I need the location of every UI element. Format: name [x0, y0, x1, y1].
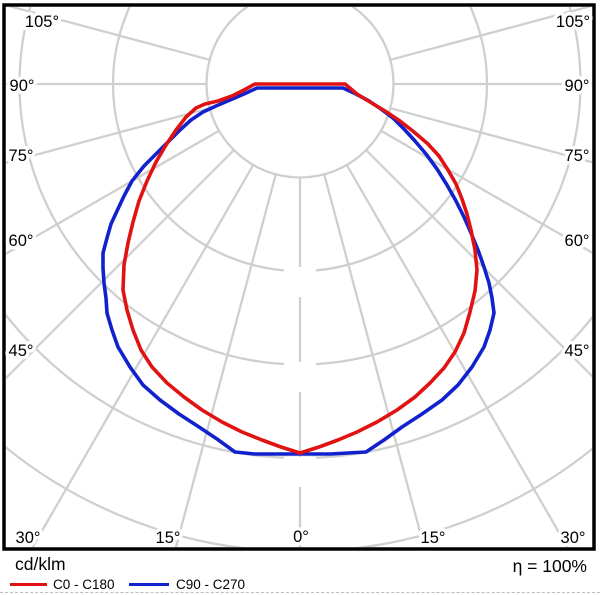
legend-label-c0-c180: C0 - C180 — [53, 577, 115, 592]
legend-item-c0-c180: C0 - C180 — [10, 577, 115, 592]
plot-frame — [2, 3, 596, 551]
angle-label: 90° — [565, 77, 590, 95]
angle-label: 75° — [9, 147, 34, 165]
legend-swatch-blue — [129, 582, 169, 587]
legend-item-c90-c270: C90 - C270 — [129, 577, 245, 592]
angle-label: 0° — [293, 528, 309, 546]
angle-label: 105° — [556, 13, 590, 31]
angle-labels: 105° 90° 75° 60° 45° 30° 15° 0° 15° 30° 45° 60° 75° 9… — [5, 10, 594, 551]
angle-label: 30° — [561, 529, 586, 547]
intensity-curves — [101, 82, 496, 456]
angle-label: 75° — [565, 147, 590, 165]
angle-label: 60° — [9, 232, 34, 250]
angle-label: 30° — [16, 529, 41, 547]
axis-label-gaps — [284, 267, 316, 487]
legend-swatch-red — [10, 582, 47, 587]
page-divider — [0, 592, 600, 593]
legend-label-c90-c270: C90 - C270 — [176, 577, 246, 592]
efficiency-label: η = 100% — [512, 556, 587, 576]
angle-label: 90° — [10, 77, 35, 95]
angle-label: 45° — [9, 342, 34, 360]
angle-label: 60° — [565, 232, 590, 250]
angle-label: 45° — [565, 342, 590, 360]
angle-label: 15° — [156, 529, 181, 547]
angle-label: 15° — [421, 529, 446, 547]
unit-label: cd/klm — [15, 554, 66, 574]
angle-label: 105° — [25, 13, 59, 31]
